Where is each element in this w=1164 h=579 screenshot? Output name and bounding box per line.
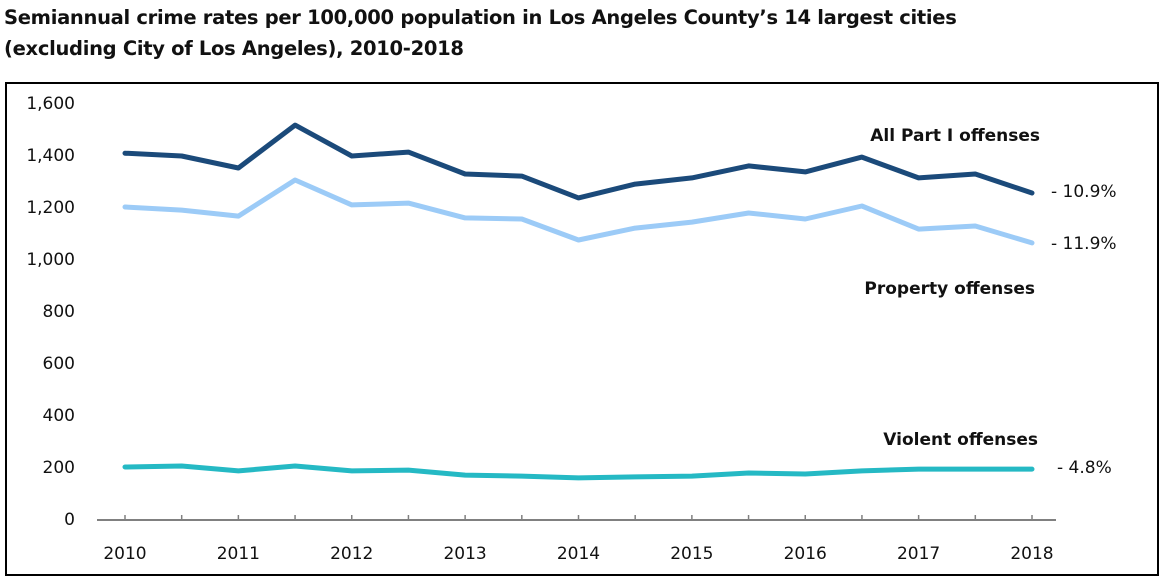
x-tick-label: 2010 <box>103 544 146 564</box>
chart-title: Semiannual crime rates per 100,000 popul… <box>4 2 1154 64</box>
y-tick-label: 1,000 <box>26 250 75 270</box>
y-tick-label: 800 <box>43 302 75 322</box>
y-tick-label: 0 <box>64 510 75 530</box>
change-label-all-part-i: - 10.9% <box>1051 182 1117 202</box>
series-label-all-part-i: All Part I offenses <box>870 126 1040 146</box>
y-tick-label: 1,200 <box>26 198 75 218</box>
series-label-property: Property offenses <box>864 279 1035 299</box>
y-tick-label: 1,400 <box>26 146 75 166</box>
series-label-violent: Violent offenses <box>883 430 1038 450</box>
change-label-violent: - 4.8% <box>1057 458 1112 478</box>
x-tick-label: 2014 <box>557 544 600 564</box>
y-axis: 0 200 400 600 800 1,000 1,200 1,400 1,600 <box>26 94 75 530</box>
change-label-property: - 11.9% <box>1051 234 1117 254</box>
y-tick-label: 400 <box>43 406 75 426</box>
x-tick-label: 2012 <box>330 544 373 564</box>
series-line-property <box>122 177 1035 246</box>
chart-title-line-1: Semiannual crime rates per 100,000 popul… <box>4 6 957 29</box>
series-line-violent <box>122 463 1035 481</box>
x-tick-label: 2011 <box>217 544 260 564</box>
y-tick-label: 1,600 <box>26 94 75 114</box>
y-tick-label: 200 <box>43 458 75 478</box>
y-tick-label: 600 <box>43 354 75 374</box>
x-tick-label: 2015 <box>670 544 713 564</box>
x-axis: 2010 2011 2012 2013 2014 2015 2016 2017 2018 <box>97 515 1056 564</box>
x-tick-label: 2016 <box>784 544 827 564</box>
x-tick-label: 2018 <box>1010 544 1053 564</box>
annotations: All Part I offenses - 10.9% Property offen… <box>864 126 1116 478</box>
chart-frame <box>5 82 1159 576</box>
chart-title-line-2: (excluding City of Los Angeles), 2010-20… <box>4 37 464 60</box>
x-tick-label: 2017 <box>897 544 940 564</box>
series-lines <box>122 122 1035 481</box>
x-tick-label: 2013 <box>443 544 486 564</box>
